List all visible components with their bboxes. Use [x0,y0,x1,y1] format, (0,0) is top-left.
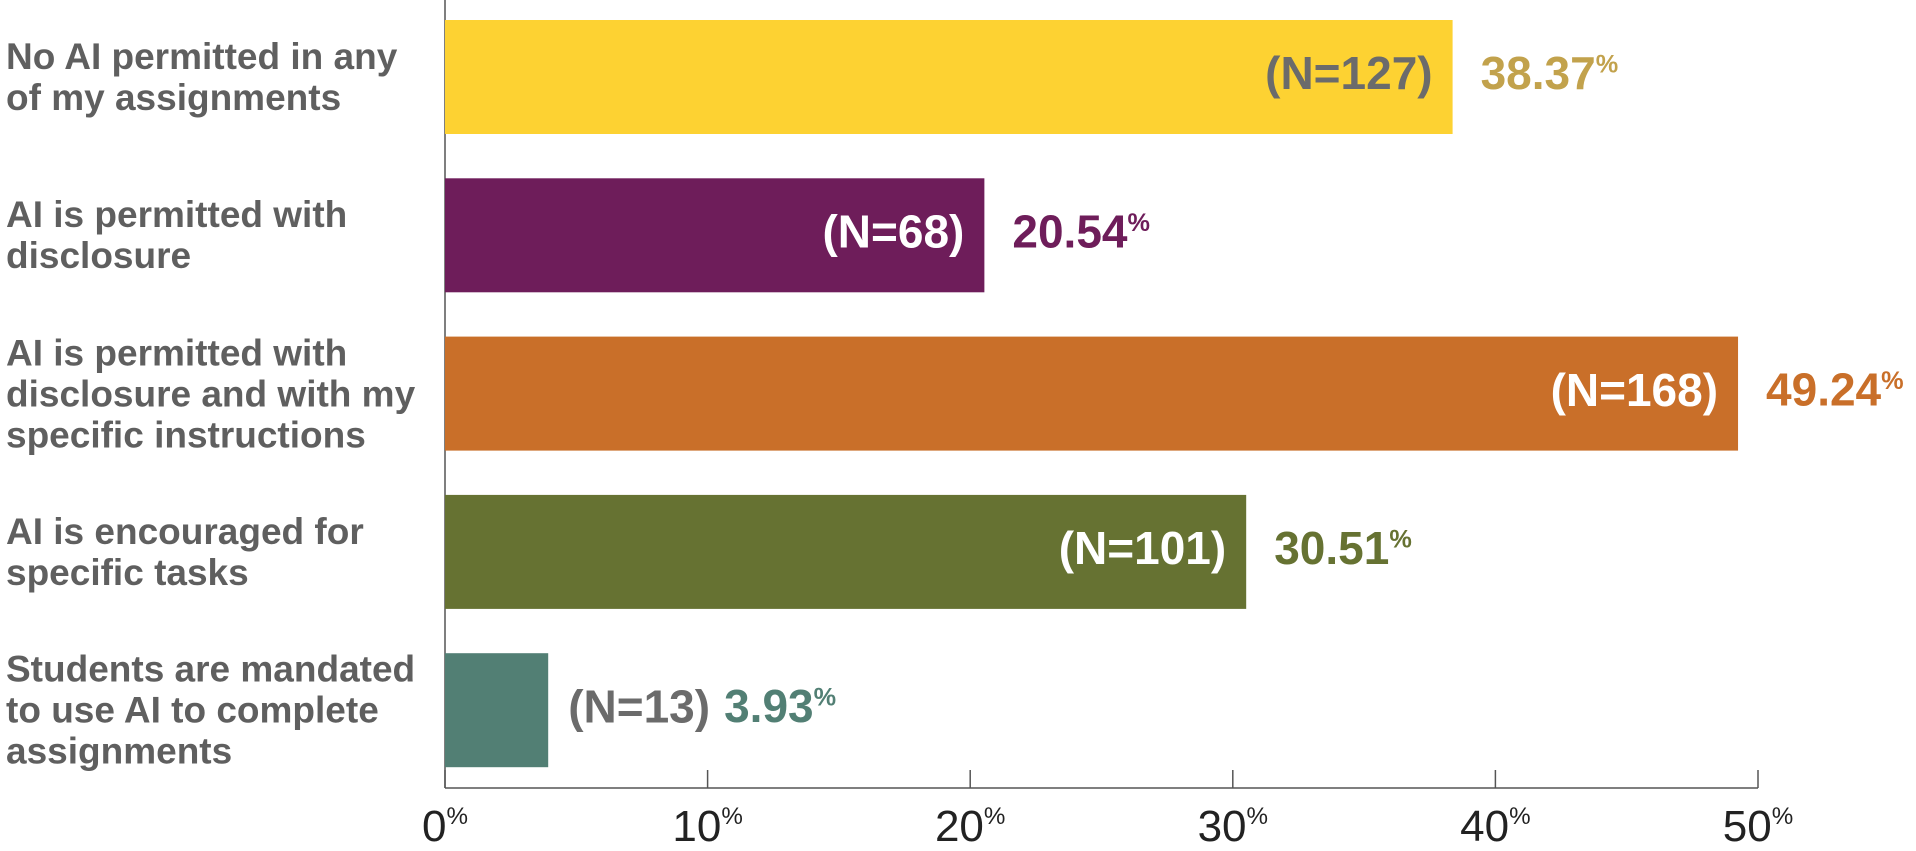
x-tick-label: 50% [1723,802,1793,851]
category-label: Students are mandated to use AI to compl… [6,648,416,772]
bar [445,494,1247,609]
category-label: AI is permitted with disclosure and with… [6,332,416,456]
bar-annotation: (N=127) [1265,47,1432,99]
x-tick-label: 20% [935,802,1005,851]
bar [445,653,549,768]
x-tick-label: 30% [1198,802,1268,851]
bar-annotation: (N=101) [1059,522,1226,574]
category-label: No AI permitted in any of my assignments [6,36,398,118]
category-label: AI is permitted with disclosure [6,194,348,277]
value-label: 20.54% [1012,205,1150,257]
category-label: AI is encouraged for specific tasks [6,510,364,593]
bar-annotation: (N=168) [1551,364,1718,416]
value-label: 3.93% [724,680,836,732]
bar-annotation: (N=68) [822,205,964,257]
bar [445,178,985,293]
bar [445,336,1739,451]
value-label: 49.24% [1766,364,1904,416]
x-tick-label: 10% [672,802,742,851]
value-label: 30.51% [1274,522,1412,574]
bar-annotation: (N=13) [568,680,710,732]
x-tick-label: 0% [422,802,468,851]
bar [445,20,1453,134]
value-label: 38.37% [1481,47,1619,99]
x-tick-label: 40% [1460,802,1530,851]
